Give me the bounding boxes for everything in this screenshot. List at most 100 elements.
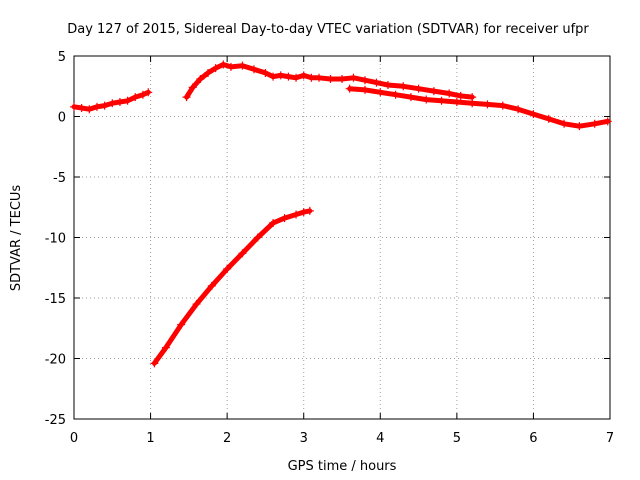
data-point-marker <box>196 74 205 83</box>
data-point-marker <box>299 71 308 80</box>
data-point-marker <box>92 102 101 111</box>
series-segment-2 <box>182 60 477 102</box>
data-point-marker <box>269 72 278 81</box>
tick-layer: 0 1 2 3 4 5 6 7 -25 -20 -15 -10 -5 0 5 <box>45 50 614 446</box>
data-point-marker <box>429 87 438 96</box>
data-point-marker <box>269 218 278 227</box>
data-point-marker <box>514 105 523 114</box>
data-point-marker <box>399 82 408 91</box>
data-point-marker <box>131 93 140 102</box>
data-point-marker <box>276 71 285 80</box>
data-point-marker <box>115 97 124 106</box>
data-point-marker <box>437 96 446 105</box>
y-tick-label: -25 <box>45 413 66 428</box>
x-tick-label: 4 <box>376 431 384 446</box>
series-segment-3 <box>345 84 612 131</box>
y-tick-label: -5 <box>53 171 66 186</box>
data-point-marker <box>284 72 293 81</box>
x-tick-label: 7 <box>606 431 614 446</box>
x-tick-label: 0 <box>70 431 78 446</box>
data-point-marker <box>315 73 324 82</box>
data-point-marker <box>261 68 270 77</box>
series-segment-4 <box>150 206 314 368</box>
x-tick-label: 2 <box>223 431 231 446</box>
data-point-marker <box>161 343 170 352</box>
data-point-marker <box>498 101 507 110</box>
data-point-marker <box>422 95 431 104</box>
data-point-marker <box>468 99 477 108</box>
data-point-marker <box>391 90 400 99</box>
series-trace <box>347 86 611 129</box>
data-point-marker <box>177 320 186 329</box>
data-point-marker <box>575 122 584 131</box>
y-tick-label: -10 <box>45 232 66 247</box>
chart-title: Day 127 of 2015, Sidereal Day-to-day VTE… <box>67 22 589 37</box>
series-trace <box>151 208 313 366</box>
data-point-marker <box>372 78 381 87</box>
data-point-marker <box>223 264 232 273</box>
x-tick-label: 5 <box>453 431 461 446</box>
data-point-marker <box>70 102 78 111</box>
data-point-marker <box>85 105 94 114</box>
data-point-marker <box>238 61 247 70</box>
data-point-marker <box>280 214 289 223</box>
data-point-marker <box>182 93 191 102</box>
data-point-marker <box>108 99 117 108</box>
data-point-marker <box>207 281 216 290</box>
data-point-marker <box>219 60 228 69</box>
x-axis-label: GPS time / hours <box>288 459 397 474</box>
data-point-marker <box>123 96 132 105</box>
data-point-marker <box>326 74 335 83</box>
data-point-marker <box>144 88 153 97</box>
data-point-marker <box>603 117 612 126</box>
data-point-marker <box>299 208 308 217</box>
data-point-marker <box>204 68 212 77</box>
data-point-marker <box>211 64 220 73</box>
y-tick-label: -20 <box>45 353 66 368</box>
data-point-marker <box>445 89 454 98</box>
data-point-marker <box>414 84 423 93</box>
data-point-marker <box>345 84 354 93</box>
x-tick-label: 3 <box>300 431 308 446</box>
series-trace <box>71 89 151 112</box>
series-trace <box>184 62 475 100</box>
x-tick-label: 1 <box>146 431 154 446</box>
data-point-marker <box>406 93 415 102</box>
plot-frame <box>73 55 611 420</box>
data-point-marker <box>544 114 553 123</box>
data-point-marker <box>150 359 159 368</box>
y-tick-label: -15 <box>45 292 66 307</box>
data-point-marker <box>292 210 301 219</box>
data-point-marker <box>253 233 262 242</box>
data-point-marker <box>383 81 392 90</box>
data-point-marker <box>138 90 147 99</box>
data-point-marker <box>452 97 461 106</box>
data-point-marker <box>483 100 492 109</box>
data-point-marker <box>360 76 369 85</box>
y-tick-label: 5 <box>58 50 66 65</box>
series-segment-1 <box>70 88 153 114</box>
data-point-marker <box>188 83 197 92</box>
data-point-marker <box>305 206 314 215</box>
data-point-marker <box>77 104 86 113</box>
data-point-marker <box>360 85 369 94</box>
y-tick-label: 0 <box>58 111 66 126</box>
y-axis-label: SDTVAR / TECUs <box>9 185 24 292</box>
data-point-marker <box>338 74 346 83</box>
data-point-marker <box>529 110 538 119</box>
data-point-marker <box>590 119 599 128</box>
data-point-marker <box>349 73 358 82</box>
x-tick-label: 6 <box>529 431 537 446</box>
data-point-marker <box>456 91 465 100</box>
data-point-marker <box>226 62 235 71</box>
data-point-marker <box>100 101 109 110</box>
series-layer <box>70 60 612 368</box>
data-point-marker <box>192 300 201 309</box>
data-point-marker <box>376 88 385 97</box>
data-point-marker <box>238 249 247 258</box>
data-point-marker <box>307 73 316 82</box>
data-point-marker <box>249 65 258 74</box>
data-point-marker <box>560 119 569 128</box>
data-point-marker <box>292 73 301 82</box>
